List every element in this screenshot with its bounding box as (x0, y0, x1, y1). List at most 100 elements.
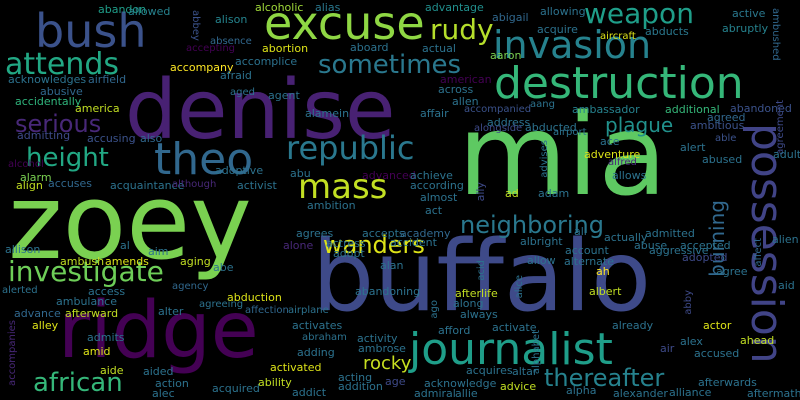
word-alter: alter (158, 305, 184, 318)
word-excuse: excuse (264, 0, 425, 50)
word-ambition: ambition (307, 199, 356, 212)
word-actually: actually (604, 231, 648, 244)
word-afterlife: afterlife (455, 287, 498, 300)
word-activated: activated (270, 361, 322, 374)
word-agrees: agrees (296, 227, 334, 240)
word-alley: alley (32, 319, 59, 332)
word-accuses: accuses (48, 177, 93, 190)
word-airfield: airfield (88, 73, 127, 86)
word-addition: addition (338, 380, 383, 393)
word-admiral: admiral (414, 387, 456, 400)
word-mass: mass (298, 167, 388, 207)
word-aim: aim (148, 245, 169, 258)
word-actress: actress (326, 237, 366, 250)
word-aided: aided (143, 365, 174, 378)
word-acting: acting (338, 371, 373, 384)
word-adult: adult (773, 148, 800, 161)
word-abraham: abraham (302, 332, 347, 343)
word-also: also (140, 132, 163, 145)
word-ace: ace (600, 135, 620, 148)
word-admitted: admitted (645, 227, 695, 240)
word-sometimes: sometimes (318, 50, 462, 80)
word-actor: actor (703, 319, 732, 332)
word-alec: alec (152, 387, 175, 400)
word-agreed: agreed (707, 111, 746, 124)
word-access: access (88, 285, 126, 298)
word-abandoned: abandoned (730, 102, 792, 115)
word-agreement: agreement (775, 100, 786, 155)
word-acquaintance: acquaintance (110, 179, 185, 192)
word-afterward: afterward (65, 307, 119, 320)
word-activity: activity (357, 332, 398, 345)
word-america: america (75, 102, 120, 115)
word-alarm: alarm (20, 171, 52, 184)
word-abe: abe (213, 261, 234, 274)
word-aide: aide (100, 364, 124, 377)
word-alpha: alpha (566, 384, 597, 397)
word-afterwards: afterwards (698, 376, 757, 389)
word-affect: affect (753, 238, 764, 267)
word-abuse: abuse (634, 239, 668, 252)
word-rocky: rocky (363, 353, 412, 374)
word-alexander: alexander (613, 387, 668, 400)
word-republic: republic (286, 129, 415, 167)
word-adam: adam (538, 187, 570, 200)
word-ambitious: ambitious (690, 119, 745, 132)
word-adventure: adventure (584, 148, 641, 161)
word-across: across (438, 83, 474, 96)
word-active: active (732, 7, 766, 20)
word-agency: agency (172, 281, 209, 292)
word-actual: actual (422, 42, 456, 55)
word-allow: allow (527, 254, 556, 267)
word-aboard: aboard (350, 41, 389, 54)
word-allowed: allowed (128, 5, 171, 18)
word-agent: agent (268, 89, 300, 102)
word-abu: abu (290, 167, 311, 180)
word-theo: theo (154, 134, 254, 185)
word-abbey: abbey (190, 10, 201, 41)
word-rudy: rudy (430, 13, 494, 46)
word-amends: amends (105, 255, 149, 268)
word-adopt: adopt (333, 247, 365, 260)
word-ridge: ridge (58, 286, 259, 376)
word-alerted: alerted (2, 285, 38, 296)
word-height: height (26, 143, 109, 173)
word-allison: allison (5, 243, 41, 256)
word-alamein: alamein (305, 107, 350, 120)
word-advance: advance (14, 307, 61, 320)
word-almost: almost (420, 191, 458, 204)
word-although: although (172, 179, 217, 190)
word-abortion: abortion (262, 42, 309, 55)
word-abigail: abigail (492, 11, 529, 24)
word-admits: admits (87, 331, 125, 344)
word-abandoning: abandoning (355, 285, 421, 298)
word-african: african (33, 368, 123, 398)
word-alex: alex (680, 335, 703, 348)
word-adding: adding (297, 346, 335, 359)
word-alias: alias (315, 1, 341, 14)
word-denise: denise (125, 63, 396, 158)
word-ali: ali (574, 225, 587, 238)
word-airport: airport (553, 127, 587, 138)
word-abducted: abducted (525, 121, 577, 134)
word-admitting: admitting (17, 129, 71, 142)
word-accusing: accusing (87, 132, 136, 145)
word-acquired: acquired (212, 382, 260, 395)
word-attends: attends (5, 47, 120, 82)
word-acid: acid (476, 260, 487, 281)
word-ambulance: ambulance (56, 295, 117, 308)
word-alliance: alliance (669, 386, 712, 399)
word-ah: ah (596, 265, 610, 278)
word-abused: abused (702, 153, 743, 166)
word-academy: academy (400, 227, 451, 240)
word-address: address (487, 116, 531, 129)
word-aggressive: aggressive (649, 244, 709, 257)
word-ad: ad (505, 187, 519, 200)
word-acquire: acquire (537, 23, 578, 36)
word-ago: ago (429, 300, 440, 319)
word-alison: alison (215, 13, 248, 26)
word-serious: serious (15, 110, 102, 138)
word-align: align (16, 179, 43, 192)
word-additional: additional (665, 103, 720, 116)
